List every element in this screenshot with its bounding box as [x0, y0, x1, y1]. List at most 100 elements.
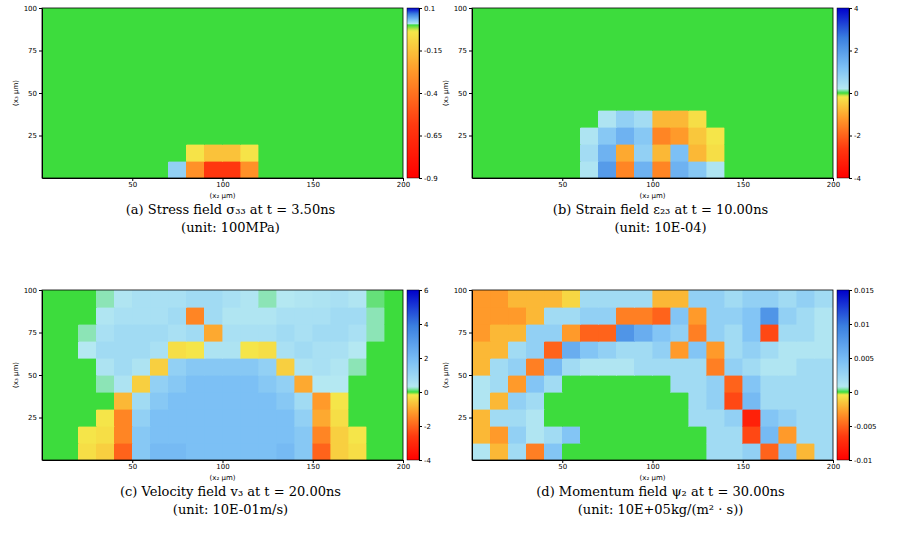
- colorbar-tick-label: 0.005: [854, 355, 874, 363]
- cell: [114, 93, 132, 110]
- cell: [277, 426, 295, 443]
- cell: [150, 25, 168, 42]
- cell: [779, 144, 797, 161]
- cell: [313, 110, 331, 127]
- cell: [385, 161, 403, 178]
- cell: [562, 110, 580, 127]
- cell: [277, 409, 295, 426]
- x-tick: 200: [397, 460, 410, 471]
- cell: [385, 110, 403, 127]
- cell: [815, 59, 833, 76]
- cell: [707, 93, 725, 110]
- cell: [114, 127, 132, 144]
- cell: [132, 409, 150, 426]
- cell: [562, 161, 580, 178]
- cell: [761, 144, 779, 161]
- y-axis: 255075100: [454, 5, 473, 179]
- cell: [779, 358, 797, 375]
- cell: [42, 409, 60, 426]
- cell: [78, 409, 96, 426]
- cell: [168, 110, 186, 127]
- cell: [653, 76, 671, 93]
- cell: [707, 307, 725, 324]
- y-tick: 100: [454, 287, 472, 295]
- cell: [707, 42, 725, 59]
- cell: [707, 290, 725, 307]
- cell: [331, 144, 349, 161]
- cell: [689, 59, 707, 76]
- cell: [277, 127, 295, 144]
- cell: [671, 290, 689, 307]
- cell: [761, 59, 779, 76]
- cell: [526, 144, 544, 161]
- cell: [241, 426, 259, 443]
- cell: [150, 324, 168, 341]
- cell: [725, 443, 743, 460]
- cell: [779, 93, 797, 110]
- y-tick-mark: [39, 51, 42, 52]
- cell: [150, 76, 168, 93]
- cell: [385, 324, 403, 341]
- cell: [472, 358, 490, 375]
- colorbar-ramp: [837, 290, 849, 460]
- cell: [743, 110, 761, 127]
- x-tick: 50: [128, 460, 137, 471]
- cell: [671, 144, 689, 161]
- y-tick-mark: [39, 333, 42, 334]
- cell: [114, 110, 132, 127]
- cell: [132, 307, 150, 324]
- cell: [490, 93, 508, 110]
- colorbar-tick-mark: [849, 93, 852, 94]
- x-tick: 150: [737, 178, 750, 189]
- cell: [544, 358, 562, 375]
- y-tick-label: 50: [458, 372, 467, 380]
- cell: [761, 375, 779, 392]
- y-tick-mark: [39, 290, 42, 291]
- cell: [508, 144, 526, 161]
- y-tick-mark: [39, 136, 42, 137]
- cell: [313, 93, 331, 110]
- cell: [797, 443, 815, 460]
- cell: [78, 144, 96, 161]
- cell: [689, 8, 707, 25]
- cell: [60, 358, 78, 375]
- cell: [472, 110, 490, 127]
- cell: [204, 307, 222, 324]
- y-tick-label: 100: [454, 5, 467, 13]
- cell: [472, 127, 490, 144]
- cell: [580, 290, 598, 307]
- cell: [168, 161, 186, 178]
- cell: [168, 42, 186, 59]
- x-tick: 150: [307, 460, 320, 471]
- cell: [526, 25, 544, 42]
- colorbar-tick: -4: [849, 175, 862, 183]
- cell: [671, 392, 689, 409]
- cell: [689, 93, 707, 110]
- colorbar-tick: 0.01: [849, 321, 870, 329]
- cell: [204, 443, 222, 460]
- cell: [114, 161, 132, 178]
- cell: [349, 42, 367, 59]
- cell: [385, 127, 403, 144]
- colorbar-tick-mark: [419, 460, 422, 461]
- colorbar-tick-mark: [419, 178, 422, 179]
- cell: [634, 358, 652, 375]
- cell: [385, 375, 403, 392]
- cell: [331, 127, 349, 144]
- cell: [168, 76, 186, 93]
- colorbar-tick-mark: [419, 324, 422, 325]
- x-tick-label: 100: [646, 181, 659, 189]
- colorbar-tick: -2: [849, 132, 861, 140]
- cell: [150, 409, 168, 426]
- x-tick: 200: [827, 460, 840, 471]
- cell: [616, 59, 634, 76]
- cell: [42, 144, 60, 161]
- cell: [114, 42, 132, 59]
- panel: 50100150200255075100(x₂ µm)(x₃ µm)0.1-0.…: [12, 5, 442, 235]
- cell: [598, 93, 616, 110]
- cell: [150, 93, 168, 110]
- cell: [259, 443, 277, 460]
- cell: [295, 358, 313, 375]
- colorbar-tick-label: -4: [424, 457, 432, 465]
- cell: [385, 93, 403, 110]
